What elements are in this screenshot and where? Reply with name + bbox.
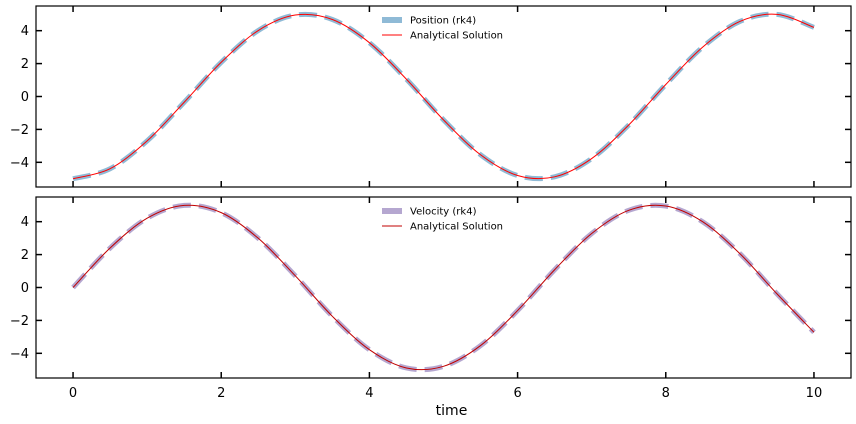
y-tick-label: 2 [21,57,29,72]
x-tick-label: 4 [365,386,373,401]
y-tick-label: −4 [10,347,29,362]
legend-label: Analytical Solution [410,222,503,233]
x-tick-label: 6 [513,386,521,401]
series-line-analytical [72,204,815,371]
y-tick-label: 2 [21,248,29,263]
legend-label: Analytical Solution [410,31,503,42]
legend-label: Velocity (rk4) [410,207,477,218]
y-tick-label: 0 [21,90,29,105]
panel-top: −4 −2 0 2 4 Position (rk4) Analytical Solution [10,5,852,188]
x-tick-label: 0 [69,386,77,401]
series-line-analytical [72,13,815,180]
y-tick-label: −4 [10,156,29,171]
legend-label: Position (rk4) [410,16,476,27]
x-tick-label: 2 [217,386,225,401]
y-tick-label: −2 [10,314,29,329]
x-axis-label: time [436,403,468,419]
panels: −4 −2 0 2 4 Position (rk4) Analytical Solution… [10,5,852,419]
panel-bottom: 0 2 4 6 8 10 −4 −2 0 2 4 Velocity (rk4) Analytical S… [10,196,852,419]
x-tick-label: 8 [662,386,670,401]
y-tick-label: −2 [10,123,29,138]
y-tick-label: 4 [21,24,29,39]
x-tick-label: 10 [806,386,823,401]
y-tick-label: 0 [21,281,29,296]
y-tick-label: 4 [21,215,29,230]
